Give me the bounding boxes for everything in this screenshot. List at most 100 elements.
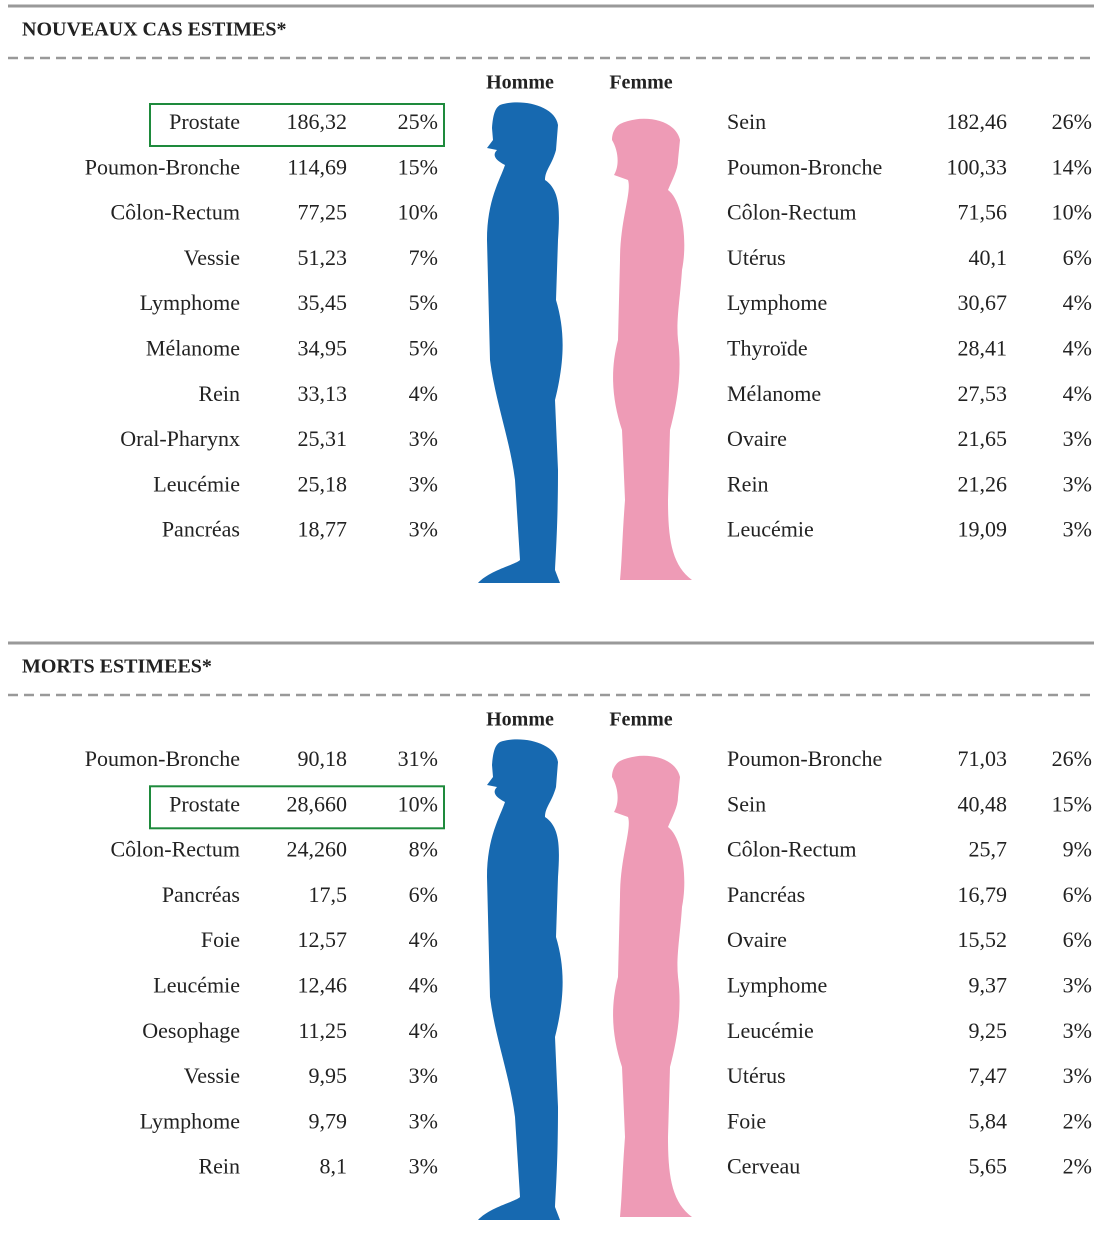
men-share: 3% <box>409 1108 438 1133</box>
women-share: 4% <box>1063 381 1092 406</box>
men-count: 24,260 <box>287 837 348 862</box>
men-label: Homme <box>486 72 554 94</box>
women-share: 6% <box>1063 245 1092 270</box>
men-cancer: Pancréas <box>162 517 240 542</box>
women-count: 30,67 <box>958 290 1008 315</box>
women-cancer: Poumon-Bronche <box>727 154 882 179</box>
men-cancer: Prostate <box>169 791 240 816</box>
women-cancer: Utérus <box>727 245 786 270</box>
men-cancer: Foie <box>201 927 240 952</box>
women-cancer: Sein <box>727 791 766 816</box>
women-count: 21,65 <box>958 426 1008 451</box>
men-share: 8% <box>409 837 438 862</box>
women-share: 9% <box>1063 837 1092 862</box>
men-count: 90,18 <box>298 746 348 771</box>
men-count: 25,18 <box>298 471 348 496</box>
men-cancer: Lymphome <box>140 290 240 315</box>
men-cancer: Prostate <box>169 109 240 134</box>
men-share: 3% <box>409 1154 438 1179</box>
men-cancer: Oral-Pharynx <box>120 426 240 451</box>
women-cancer: Pancréas <box>727 882 805 907</box>
men-share: 4% <box>409 381 438 406</box>
men-count: 34,95 <box>298 336 348 361</box>
men-share: 3% <box>409 426 438 451</box>
men-share: 4% <box>409 1018 438 1043</box>
men-share: 3% <box>409 517 438 542</box>
section-title: MORTS ESTIMEES* <box>22 656 212 678</box>
men-share: 3% <box>409 1063 438 1088</box>
men-share: 31% <box>398 746 438 771</box>
women-share: 3% <box>1063 1018 1092 1043</box>
men-count: 28,660 <box>287 791 348 816</box>
women-count: 40,48 <box>958 791 1008 816</box>
women-count: 71,56 <box>958 200 1008 225</box>
women-cancer: Rein <box>727 471 769 496</box>
women-cancer: Lymphome <box>727 290 827 315</box>
women-count: 5,65 <box>969 1154 1008 1179</box>
women-share: 3% <box>1063 517 1092 542</box>
women-share: 3% <box>1063 1063 1092 1088</box>
section-title: NOUVEAUX CAS ESTIMES* <box>22 19 287 41</box>
women-label: Femme <box>609 709 672 731</box>
men-count: 11,25 <box>298 1018 347 1043</box>
women-count: 71,03 <box>958 746 1008 771</box>
women-cancer: Sein <box>727 109 766 134</box>
women-cancer: Ovaire <box>727 426 787 451</box>
women-cancer: Poumon-Bronche <box>727 746 882 771</box>
men-count: 77,25 <box>298 200 348 225</box>
women-share: 26% <box>1052 109 1092 134</box>
men-cancer: Côlon-Rectum <box>110 200 240 225</box>
women-count: 5,84 <box>969 1108 1008 1133</box>
women-share: 2% <box>1063 1154 1092 1179</box>
women-count: 9,37 <box>969 973 1008 998</box>
women-count: 16,79 <box>958 882 1008 907</box>
women-share: 6% <box>1063 927 1092 952</box>
woman-silhouette <box>612 756 692 1217</box>
men-count: 9,79 <box>309 1108 348 1133</box>
men-count: 114,69 <box>287 154 347 179</box>
women-share: 14% <box>1052 154 1092 179</box>
section-1-figures <box>478 102 692 583</box>
women-count: 27,53 <box>958 381 1008 406</box>
men-count: 33,13 <box>298 381 348 406</box>
men-count: 18,77 <box>298 517 348 542</box>
men-cancer: Mélanome <box>146 336 240 361</box>
men-cancer: Lymphome <box>140 1108 240 1133</box>
men-share: 25% <box>398 109 438 134</box>
men-count: 8,1 <box>320 1154 348 1179</box>
page: NOUVEAUX CAS ESTIMES* Homme Femme Prostate 1… <box>0 0 1094 1238</box>
men-count: 35,45 <box>298 290 348 315</box>
women-count: 182,46 <box>947 109 1008 134</box>
women-cancer: Cerveau <box>727 1154 800 1179</box>
men-share: 10% <box>398 791 438 816</box>
men-cancer: Vessie <box>184 245 240 270</box>
women-count: 15,52 <box>958 927 1008 952</box>
men-share: 5% <box>409 336 438 361</box>
men-count: 186,32 <box>287 109 348 134</box>
men-cancer: Rein <box>198 381 240 406</box>
women-cancer: Foie <box>727 1108 766 1133</box>
women-cancer: Thyroïde <box>727 336 808 361</box>
women-share: 4% <box>1063 290 1092 315</box>
man-silhouette <box>478 102 563 583</box>
men-share: 3% <box>409 471 438 496</box>
women-share: 26% <box>1052 746 1092 771</box>
women-cancer: Côlon-Rectum <box>727 837 857 862</box>
women-cancer: Leucémie <box>727 517 814 542</box>
women-share: 3% <box>1063 426 1092 451</box>
women-cancer: Ovaire <box>727 927 787 952</box>
section-2-figures <box>478 739 692 1220</box>
women-share: 2% <box>1063 1108 1092 1133</box>
men-count: 51,23 <box>298 245 348 270</box>
woman-silhouette <box>612 119 692 580</box>
men-share: 7% <box>409 245 438 270</box>
men-count: 12,46 <box>298 973 348 998</box>
men-count: 12,57 <box>298 927 348 952</box>
men-cancer: Leucémie <box>153 973 240 998</box>
men-share: 4% <box>409 973 438 998</box>
women-cancer: Leucémie <box>727 1018 814 1043</box>
women-share: 3% <box>1063 471 1092 496</box>
women-count: 21,26 <box>958 471 1008 496</box>
women-cancer: Utérus <box>727 1063 786 1088</box>
men-cancer: Côlon-Rectum <box>110 837 240 862</box>
